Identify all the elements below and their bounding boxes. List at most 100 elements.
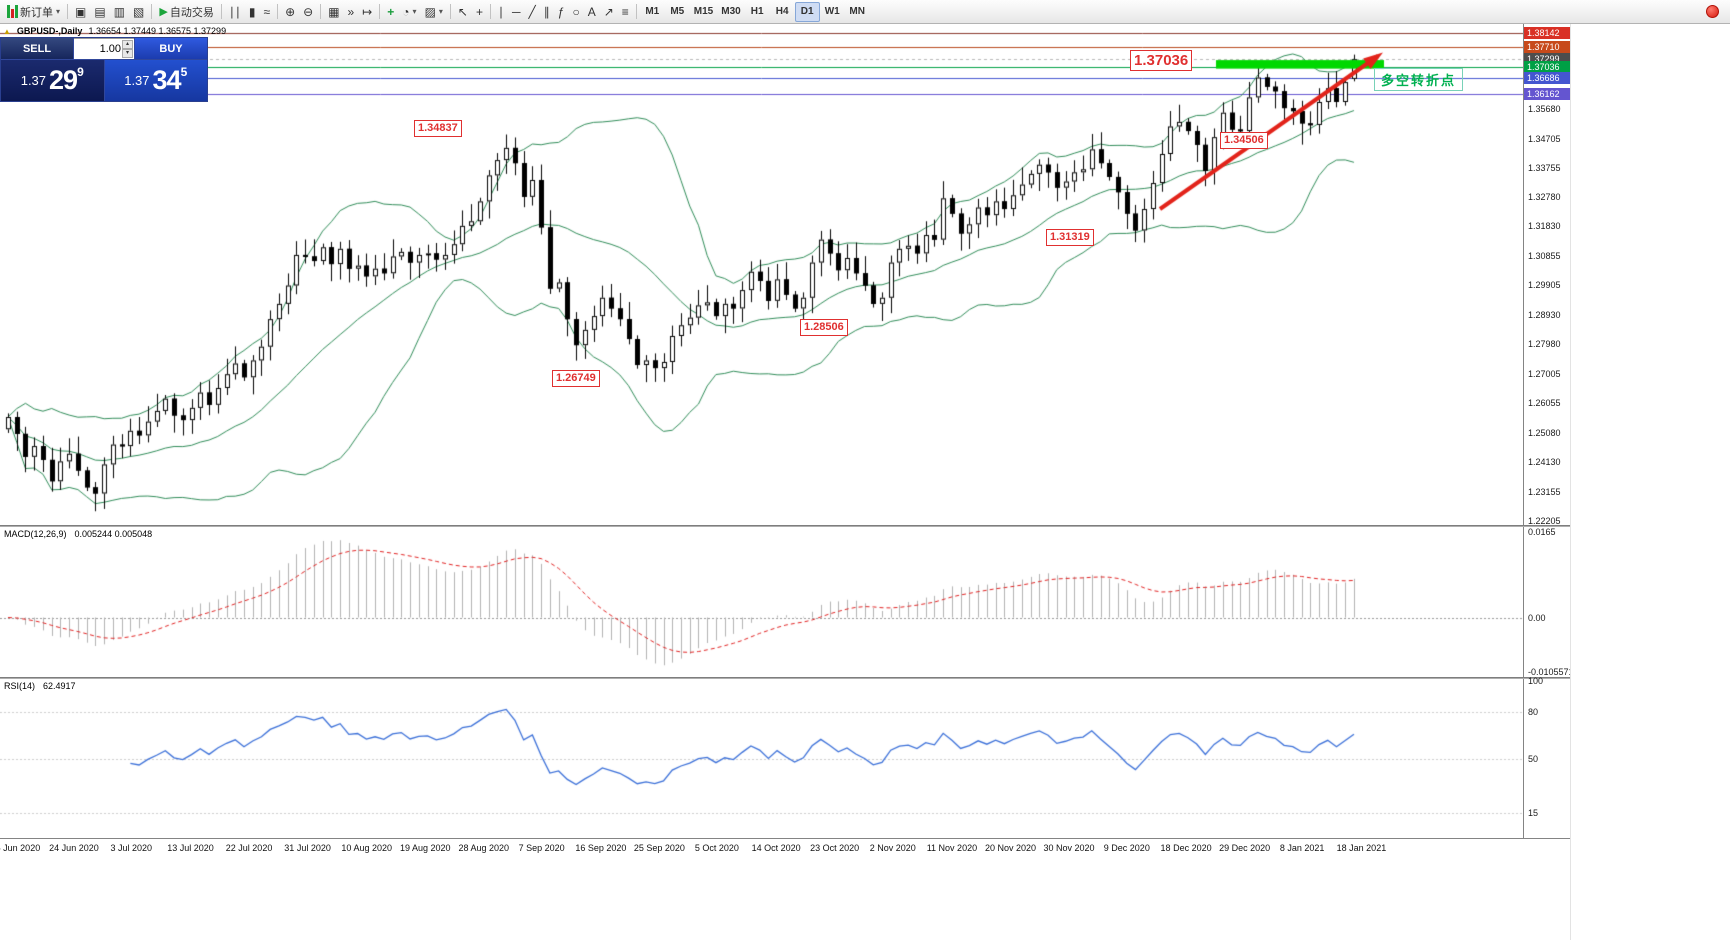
trendline-button[interactable]: ╱ bbox=[525, 2, 540, 22]
bid-price[interactable]: 1.37 29 9 bbox=[1, 60, 104, 101]
bid-pip-digit: 9 bbox=[77, 65, 84, 79]
price-tick-label: 1.26055 bbox=[1528, 398, 1561, 409]
channel-button[interactable]: ∥ bbox=[540, 2, 554, 22]
price-tick-label: 1.32780 bbox=[1528, 192, 1561, 203]
price-tick-label: 1.27980 bbox=[1528, 339, 1561, 350]
macd-canvas[interactable] bbox=[0, 527, 1523, 677]
zoom-in-button[interactable]: ⊕ bbox=[281, 2, 299, 22]
tile-windows-button[interactable]: ▦ bbox=[324, 2, 343, 22]
timeframe-d1-button[interactable]: D1 bbox=[794, 1, 820, 22]
timeframe-h1-button[interactable]: H1 bbox=[745, 2, 770, 22]
date-label: 10 Aug 2020 bbox=[341, 843, 392, 853]
macd-tick-label: -0.0105571 bbox=[1528, 667, 1574, 678]
timeframe-h4-button[interactable]: H4 bbox=[770, 2, 795, 22]
vertical-line-icon: ∣ bbox=[498, 4, 504, 19]
notification-badge[interactable] bbox=[1706, 5, 1719, 18]
vertical-line-button[interactable]: ∣ bbox=[494, 2, 508, 22]
new-order-button[interactable]: 新订单 ▾ bbox=[3, 2, 64, 22]
fibonacci-button[interactable]: ƒ bbox=[554, 2, 569, 22]
line-chart-icon: ≈ bbox=[263, 4, 271, 19]
new-chart-button[interactable]: ▣ bbox=[71, 2, 90, 22]
timeframe-m5-button[interactable]: M5 bbox=[665, 2, 690, 22]
date-label: 7 Sep 2020 bbox=[518, 843, 565, 853]
price-axis[interactable]: 1.35680 1.34705 1.33755 1.32780 1.31830 1.308… bbox=[1523, 24, 1570, 526]
candlestick-chart-button[interactable]: ▮ bbox=[245, 2, 260, 22]
chart-shift-icon: ↦ bbox=[362, 4, 373, 19]
rsi-canvas[interactable] bbox=[0, 679, 1523, 838]
bid-prefix: 1.37 bbox=[20, 73, 47, 88]
crosshair-button[interactable]: + bbox=[472, 2, 487, 22]
chart-collapse-icon[interactable]: ▲ bbox=[3, 26, 11, 36]
toolbar-separator bbox=[151, 4, 153, 19]
price-tag: 1.37710 bbox=[1524, 40, 1570, 53]
timeframe-m15-button[interactable]: M15 bbox=[690, 2, 717, 22]
date-label: 2 Nov 2020 bbox=[869, 843, 916, 853]
bid-big-digits: 29 bbox=[49, 65, 78, 95]
zoom-out-button[interactable]: ⊖ bbox=[299, 2, 317, 22]
date-label: 5 Oct 2020 bbox=[694, 843, 739, 853]
templates-button[interactable]: ▨ ▾ bbox=[421, 2, 447, 22]
rsi-tick-label: 80 bbox=[1528, 707, 1539, 717]
chart-shift-button[interactable]: ↦ bbox=[358, 2, 376, 22]
lot-size-field[interactable]: 1.00 ▴ ▾ bbox=[74, 38, 134, 59]
price-tag: 1.38142 bbox=[1524, 27, 1570, 40]
tile-windows-icon: ▦ bbox=[328, 4, 340, 19]
line-chart-button[interactable]: ≈ bbox=[259, 2, 274, 22]
date-label: 29 Dec 2020 bbox=[1219, 843, 1271, 853]
arrows-button[interactable]: ↗ bbox=[600, 2, 618, 22]
rsi-tick-label: 50 bbox=[1528, 753, 1539, 764]
chart-symbol-label: GBPUSD-,Daily bbox=[16, 26, 83, 36]
sell-button[interactable]: SELL bbox=[1, 38, 74, 59]
rsi-tick-label: 100 bbox=[1528, 676, 1544, 686]
toolbar-separator bbox=[220, 4, 222, 19]
price-tick-label: 1.31830 bbox=[1528, 221, 1561, 232]
pane-splitter[interactable] bbox=[0, 677, 1570, 679]
price-tick-label: 1.23155 bbox=[1528, 486, 1561, 497]
periods-button[interactable]: ◔ ▾ bbox=[398, 2, 420, 22]
date-label: 8 Jan 2021 bbox=[1279, 843, 1325, 853]
shapes-button[interactable]: ○ bbox=[568, 2, 583, 22]
main-chart-canvas[interactable] bbox=[0, 24, 1523, 525]
timeframe-mn-button[interactable]: MN bbox=[845, 2, 870, 22]
one-click-trading-panel: SELL 1.00 ▴ ▾ BUY 1.37 29 9 1.37 34 5 bbox=[0, 37, 208, 102]
timeframe-w1-button[interactable]: W1 bbox=[820, 2, 845, 22]
cycle-lines-button[interactable]: ≡ bbox=[618, 2, 633, 22]
cycle-lines-icon: ≡ bbox=[621, 4, 629, 19]
indicators-button[interactable]: + bbox=[383, 2, 398, 22]
lot-size-value: 1.00 bbox=[99, 43, 121, 55]
date-label: 30 Nov 2020 bbox=[1043, 843, 1095, 853]
auto-scroll-button[interactable]: » bbox=[344, 2, 359, 22]
profiles-button[interactable]: ▤ bbox=[90, 2, 109, 22]
lot-up-icon[interactable]: ▴ bbox=[122, 40, 133, 49]
timeframe-m1-button[interactable]: M1 bbox=[640, 2, 665, 22]
profiles-icon: ▤ bbox=[94, 4, 106, 19]
text-button[interactable]: A bbox=[584, 2, 600, 22]
market-watch-button[interactable]: ▥ bbox=[110, 2, 129, 22]
lot-spinner[interactable]: ▴ ▾ bbox=[122, 40, 133, 58]
autotrading-button[interactable]: ▶ 自动交易 bbox=[155, 2, 217, 22]
chart-ohlc-values: 1.36654 1.37449 1.36575 1.37299 bbox=[88, 26, 227, 36]
timeframe-m30-button[interactable]: M30 bbox=[717, 2, 744, 22]
buy-button[interactable]: BUY bbox=[134, 38, 207, 59]
horizontal-line-button[interactable]: ─ bbox=[508, 2, 525, 22]
ask-price[interactable]: 1.37 34 5 bbox=[103, 60, 207, 101]
lot-down-icon[interactable]: ▾ bbox=[122, 49, 133, 58]
toolbar-separator bbox=[277, 4, 279, 19]
date-label: 24 Jun 2020 bbox=[49, 843, 99, 853]
toolbar-separator bbox=[635, 4, 637, 19]
navigator-button[interactable]: ▧ bbox=[129, 2, 148, 22]
date-label: 22 Jul 2020 bbox=[225, 843, 273, 853]
new-order-icon bbox=[7, 5, 18, 18]
price-tick-label: 1.27005 bbox=[1528, 369, 1561, 380]
right-empty-area bbox=[1570, 24, 1730, 940]
cursor-button[interactable]: ↖ bbox=[454, 2, 472, 22]
rsi-label: RSI(14) bbox=[4, 681, 36, 691]
date-axis[interactable]: 15 Jun 2020 24 Jun 2020 3 Jul 2020 13 Jul 2… bbox=[0, 838, 1570, 858]
pane-splitter[interactable] bbox=[0, 525, 1570, 527]
channel-icon: ∥ bbox=[543, 4, 550, 19]
date-label: 28 Aug 2020 bbox=[458, 843, 510, 853]
main-chart-pane: 1.37036 1.34837 1.34506 1.31319 1.28506 1.267… bbox=[0, 24, 1570, 526]
bar-chart-button[interactable]: ∣∣ bbox=[225, 2, 245, 22]
macd-label: MACD(12,26,9) bbox=[4, 529, 67, 539]
